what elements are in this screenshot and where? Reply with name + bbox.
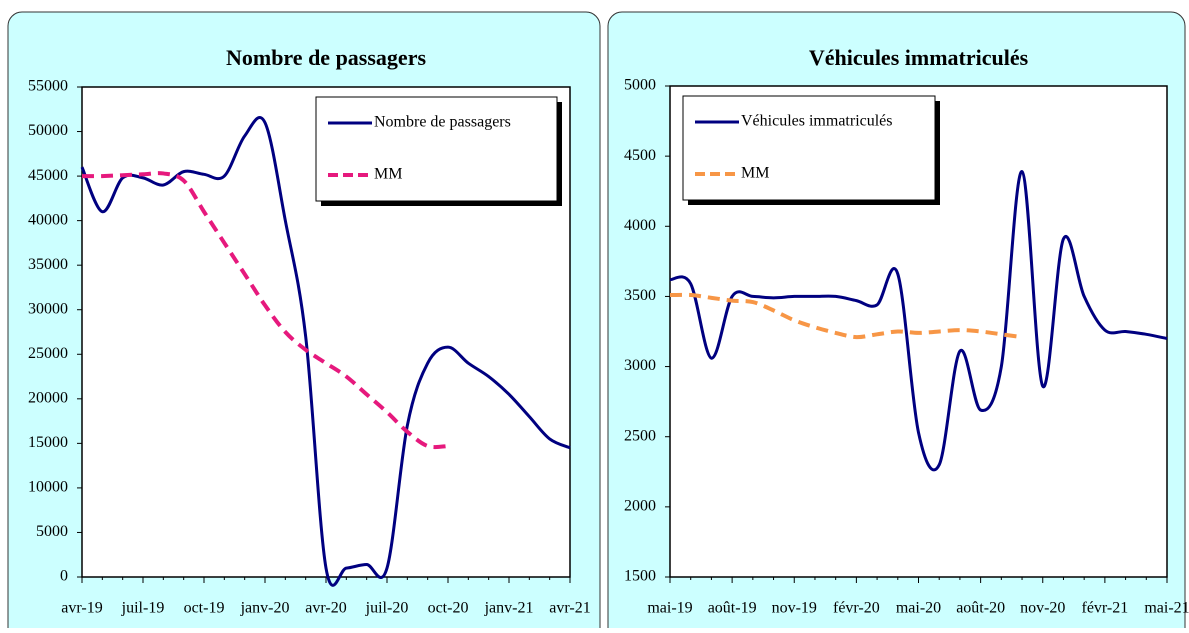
y-tick-label: 4000 xyxy=(624,217,656,234)
chart-title: Véhicules immatriculés xyxy=(809,45,1029,70)
x-tick-label: janv-21 xyxy=(484,600,534,617)
y-tick-label: 0 xyxy=(60,568,68,585)
legend-label: Nombre de passagers xyxy=(374,114,511,131)
y-tick-label: 3500 xyxy=(624,287,656,304)
y-tick-label: 3000 xyxy=(624,357,656,374)
y-tick-label: 10000 xyxy=(28,479,68,496)
series-line xyxy=(669,292,1023,340)
legend-label: Véhicules immatriculés xyxy=(741,113,893,130)
y-tick-label: 40000 xyxy=(28,211,68,228)
y-tick-label: 4500 xyxy=(624,147,656,164)
x-tick-label: févr-21 xyxy=(1081,600,1128,617)
y-tick-label: 15000 xyxy=(28,434,68,451)
legend xyxy=(682,95,936,201)
x-tick-label: avr-21 xyxy=(549,600,590,617)
series-line xyxy=(80,116,571,587)
y-tick-label: 20000 xyxy=(28,389,68,406)
chart-title: Nombre de passagers xyxy=(226,45,426,70)
legend-label: MM xyxy=(374,166,402,183)
y-tick-label: 2500 xyxy=(624,427,656,444)
y-tick-label: 55000 xyxy=(28,78,68,95)
x-tick-label: oct-20 xyxy=(428,600,469,617)
legend xyxy=(315,96,558,202)
x-tick-label: avr-19 xyxy=(61,600,102,617)
series-line xyxy=(81,171,449,450)
x-tick-label: janv-20 xyxy=(240,600,290,617)
x-tick-label: août-20 xyxy=(956,600,1005,617)
x-tick-label: oct-19 xyxy=(184,600,225,617)
y-tick-label: 2000 xyxy=(624,498,656,515)
x-tick-label: févr-20 xyxy=(833,600,880,617)
legend-label: MM xyxy=(741,165,769,182)
x-tick-label: mai-19 xyxy=(647,600,692,617)
y-tick-label: 25000 xyxy=(28,345,68,362)
y-tick-label: 5000 xyxy=(624,77,656,94)
x-tick-label: mai-21 xyxy=(1144,600,1189,617)
y-tick-label: 5000 xyxy=(36,523,68,540)
y-tick-label: 1500 xyxy=(624,568,656,585)
y-tick-label: 35000 xyxy=(28,256,68,273)
x-tick-label: nov-19 xyxy=(772,600,817,617)
y-tick-label: 30000 xyxy=(28,300,68,317)
x-tick-label: août-19 xyxy=(708,600,757,617)
y-tick-label: 45000 xyxy=(28,167,68,184)
x-tick-label: juil-19 xyxy=(121,600,165,617)
x-tick-label: juil-20 xyxy=(365,600,409,617)
x-tick-label: nov-20 xyxy=(1020,600,1065,617)
series-line xyxy=(669,170,1168,472)
x-tick-label: avr-20 xyxy=(305,600,346,617)
x-tick-label: mai-20 xyxy=(896,600,941,617)
y-tick-label: 50000 xyxy=(28,122,68,139)
